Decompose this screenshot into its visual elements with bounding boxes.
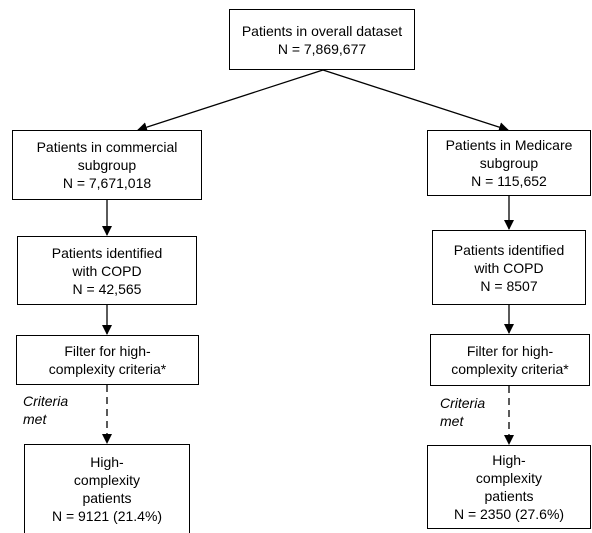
overall-dataset-title: Patients in overall dataset <box>241 22 403 39</box>
commercial-result-title: High- <box>90 454 124 470</box>
commercial-result-title-line2: complexity <box>73 472 141 488</box>
commercial-met-word: met <box>23 411 47 427</box>
medicare-copd-title-line2: with COPD <box>474 259 544 276</box>
medicare-result-box: High- complexity patients N = 2350 (27.6… <box>427 445 591 529</box>
medicare-subgroup-title-line2: subgroup <box>479 155 539 171</box>
medicare-filter-title: Filter for high- <box>466 343 554 359</box>
commercial-filter-box: Filter for high- complexity criteria* <box>16 335 199 385</box>
commercial-result-title-line3: patients <box>82 490 132 506</box>
medicare-result-title: High- <box>492 452 526 468</box>
medicare-copd-count: N = 8507 <box>480 277 538 294</box>
medicare-result-title-line2: complexity <box>475 470 543 486</box>
medicare-met-word: met <box>440 413 464 429</box>
commercial-subgroup-title-line2: subgroup <box>77 157 137 173</box>
medicare-copd-title: Patients identified <box>453 241 565 258</box>
medicare-subgroup-count: N = 115,652 <box>471 173 547 189</box>
medicare-result-count: N = 2350 (27.6%) <box>453 506 565 522</box>
commercial-copd-title-line2: with COPD <box>72 262 142 279</box>
commercial-filter-title-line2: complexity criteria* <box>48 361 167 377</box>
arrow-root-to-medicare <box>322 69 509 132</box>
commercial-criteria-word: Criteria <box>23 393 69 409</box>
commercial-subgroup-count: N = 7,671,018 <box>62 175 152 191</box>
medicare-filter-title-line2: complexity criteria* <box>451 361 569 377</box>
commercial-result-box: High- complexity patients N = 9121 (21.4… <box>24 444 190 533</box>
medicare-subgroup-box: Patients in Medicare subgroup N = 115,65… <box>427 130 591 196</box>
overall-dataset-box: Patients in overall dataset N = 7,869,67… <box>229 9 415 70</box>
arrow-root-to-commercial <box>137 69 324 132</box>
medicare-result-title-line3: patients <box>484 488 534 504</box>
commercial-subgroup-box: Patients in commercial subgroup N = 7,67… <box>12 130 202 200</box>
medicare-copd-box: Patients identified with COPD N = 8507 <box>432 230 586 305</box>
medicare-filter-box: Filter for high- complexity criteria* <box>430 334 590 386</box>
commercial-copd-title: Patients identified <box>51 244 163 261</box>
medicare-criteria-word: Criteria <box>440 395 486 411</box>
commercial-criteria-met-label: Criteria met <box>23 392 68 428</box>
commercial-filter-title: Filter for high- <box>64 343 151 359</box>
commercial-copd-box: Patients identified with COPD N = 42,565 <box>17 236 197 305</box>
commercial-subgroup-title: Patients in commercial <box>36 139 178 155</box>
medicare-criteria-met-label: Criteria met <box>440 394 485 430</box>
overall-dataset-count: N = 7,869,677 <box>277 40 367 57</box>
commercial-copd-count: N = 42,565 <box>72 280 142 297</box>
commercial-result-count: N = 9121 (21.4%) <box>51 508 163 524</box>
medicare-subgroup-title: Patients in Medicare <box>445 137 573 153</box>
